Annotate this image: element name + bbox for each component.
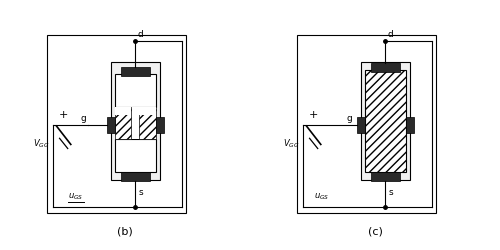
Bar — [115, 139, 156, 172]
Bar — [365, 70, 406, 172]
Text: $V_{GG}$: $V_{GG}$ — [33, 137, 50, 150]
Text: s: s — [138, 188, 143, 197]
Text: g: g — [80, 114, 86, 123]
Bar — [115, 106, 131, 139]
Bar — [115, 74, 156, 106]
Bar — [48, 35, 186, 213]
Bar — [298, 35, 436, 213]
Bar — [123, 106, 148, 139]
Bar — [356, 117, 365, 133]
Bar — [121, 67, 150, 76]
Text: $u_{GS}$: $u_{GS}$ — [314, 191, 329, 202]
Bar — [406, 117, 414, 133]
Text: (c): (c) — [368, 226, 382, 236]
Bar — [106, 117, 115, 133]
Text: d: d — [388, 30, 393, 39]
Text: g: g — [347, 114, 352, 123]
Bar — [371, 172, 400, 181]
Text: +: + — [59, 110, 69, 120]
Bar — [140, 106, 156, 139]
Bar — [140, 106, 156, 115]
Text: s: s — [388, 188, 393, 197]
Bar — [121, 172, 150, 181]
Text: (b): (b) — [117, 226, 133, 236]
Bar — [360, 62, 410, 180]
Text: +: + — [309, 110, 318, 120]
Bar — [156, 117, 164, 133]
Text: d: d — [138, 30, 143, 39]
Text: $V_{GG}$: $V_{GG}$ — [283, 137, 300, 150]
Text: $u_{GS}$: $u_{GS}$ — [68, 191, 83, 202]
Bar — [110, 62, 160, 180]
Bar — [371, 62, 400, 72]
Bar — [115, 106, 131, 115]
